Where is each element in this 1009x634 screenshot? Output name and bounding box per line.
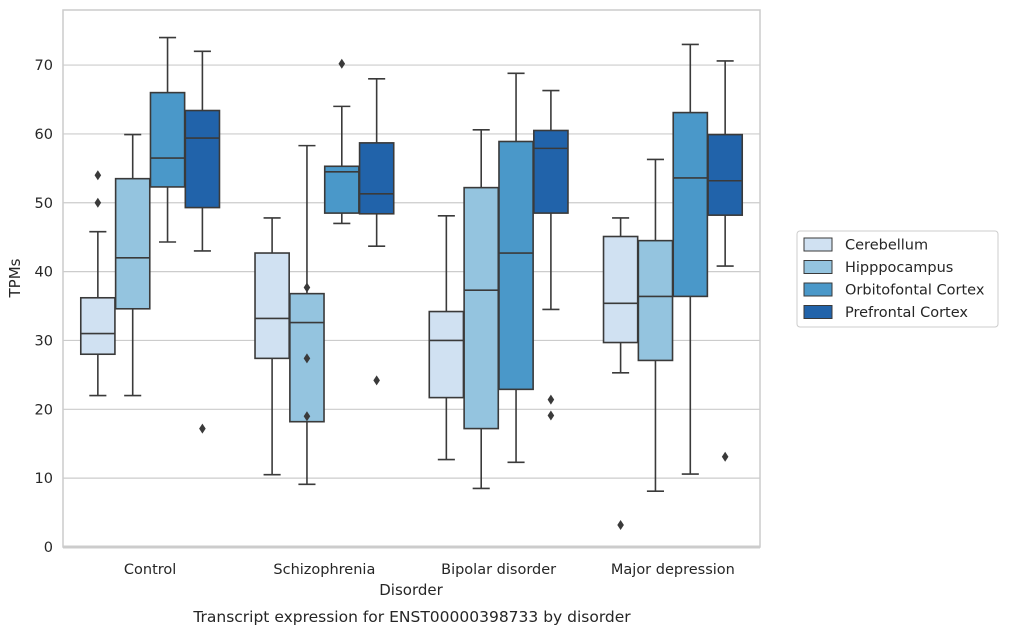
box-hipppocampus-3 xyxy=(637,158,674,493)
legend-swatch xyxy=(803,237,833,252)
box-iqr xyxy=(358,142,395,215)
legend-label: Cerebellum xyxy=(845,238,928,254)
box-iqr xyxy=(533,129,569,214)
outlier-point xyxy=(721,451,729,462)
box-prefrontal-cortex-2 xyxy=(533,89,569,421)
legend: Cerebellum Hipppocampus Orbitofontal Corte… xyxy=(796,230,999,328)
box-iqr xyxy=(323,165,360,214)
box-prefrontal-cortex-0 xyxy=(184,50,221,434)
y-tick-label: 0 xyxy=(44,540,53,556)
box-cerebellum-1 xyxy=(254,217,290,476)
box-iqr xyxy=(149,91,186,188)
x-tick-label: Bipolar disorder xyxy=(441,562,556,578)
legend-label: Hipppocampus xyxy=(845,260,953,276)
legend-label: Orbitofontal Cortex xyxy=(845,283,985,299)
box-iqr xyxy=(254,252,290,360)
chart-caption: Transcript expression for ENST0000039873… xyxy=(192,608,631,626)
box-cerebellum-2 xyxy=(428,215,465,461)
box-iqr xyxy=(602,235,639,344)
box-hipppocampus-1 xyxy=(289,144,325,486)
box-iqr xyxy=(79,296,116,356)
outlier-point xyxy=(199,423,206,434)
y-tick-label: 50 xyxy=(35,196,53,212)
boxes-layer xyxy=(79,36,744,530)
box-orbitofontal-cortex-2 xyxy=(498,72,534,464)
outlier-point xyxy=(617,519,624,530)
y-tick-label: 20 xyxy=(35,402,53,418)
outlier-point xyxy=(303,353,311,364)
outlier-point xyxy=(547,410,555,421)
y-tick-label: 30 xyxy=(35,333,53,349)
outlier-point xyxy=(373,375,380,386)
box-iqr xyxy=(114,177,151,310)
y-tick-label: 40 xyxy=(35,265,53,281)
x-axis-ticks: Control Schizophrenia Bipolar disorder Majo… xyxy=(124,562,735,578)
legend-swatch xyxy=(803,305,833,319)
y-tick-label: 70 xyxy=(35,58,53,74)
legend-swatch xyxy=(803,282,833,297)
box-hipppocampus-2 xyxy=(463,128,500,490)
x-tick-label: Schizophrenia xyxy=(273,562,375,578)
grid-lines xyxy=(63,64,760,479)
box-iqr xyxy=(428,310,465,399)
box-iqr xyxy=(463,186,500,430)
legend-label: Prefrontal Cortex xyxy=(845,305,968,321)
y-tick-label: 10 xyxy=(35,471,53,487)
outlier-point xyxy=(303,282,311,293)
outlier-point xyxy=(547,394,555,405)
x-tick-label: Control xyxy=(124,562,176,578)
box-hipppocampus-0 xyxy=(114,133,151,397)
box-cerebellum-0 xyxy=(79,170,116,397)
box-iqr xyxy=(184,109,221,209)
y-axis-label: TPMs xyxy=(6,258,24,298)
box-prefrontal-cortex-1 xyxy=(358,78,395,386)
legend-frame xyxy=(796,230,999,328)
legend-swatch xyxy=(803,260,833,274)
box-iqr xyxy=(637,239,674,362)
y-axis-ticks: 0 10 20 30 40 50 60 70 xyxy=(35,58,53,556)
outlier-point xyxy=(303,411,311,422)
box-orbitofontal-cortex-0 xyxy=(149,36,186,243)
box-iqr xyxy=(707,133,744,216)
box-iqr xyxy=(498,140,534,391)
x-tick-label: Major depression xyxy=(611,562,735,578)
box-cerebellum-3 xyxy=(602,217,639,530)
x-axis-label: Disorder xyxy=(379,581,443,599)
box-prefrontal-cortex-3 xyxy=(707,60,744,462)
y-tick-label: 60 xyxy=(35,127,53,143)
outlier-point xyxy=(94,170,102,181)
box-iqr xyxy=(672,111,709,298)
outlier-point xyxy=(94,197,102,208)
outlier-point xyxy=(338,58,346,69)
